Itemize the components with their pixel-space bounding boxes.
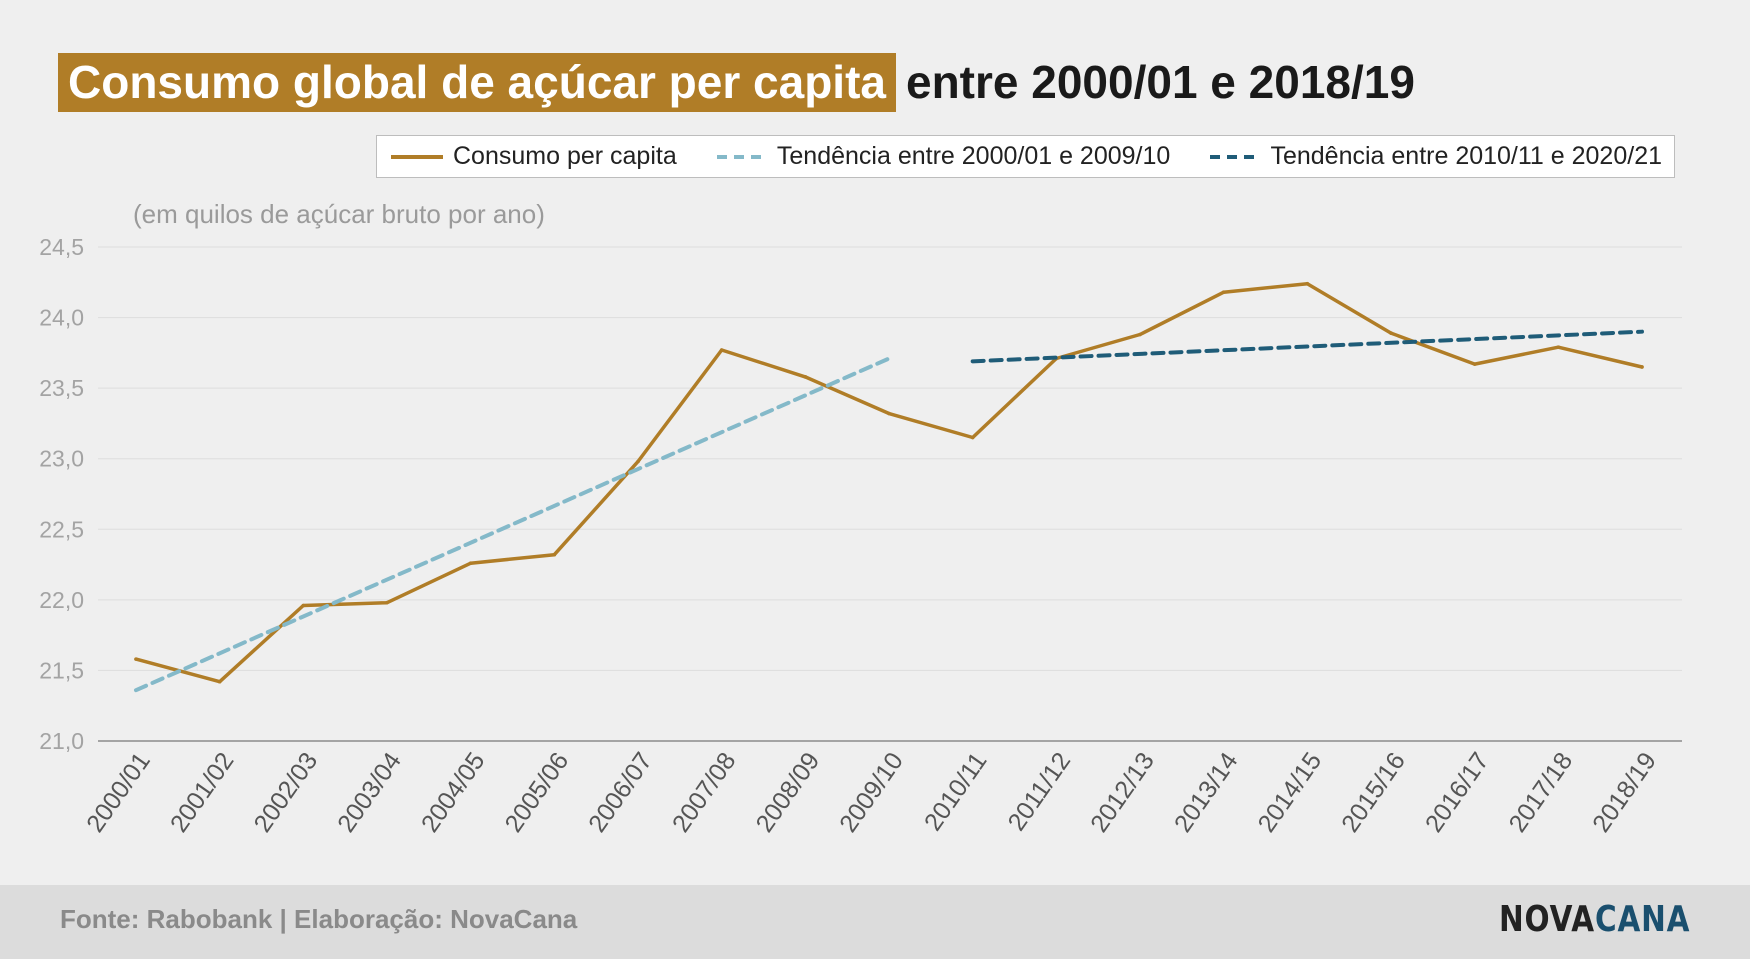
legend-item-trend-2: Tendência entre 2010/11 e 2020/21 <box>1208 142 1662 171</box>
legend-label-trend-1: Tendência entre 2000/01 e 2009/10 <box>776 142 1171 170</box>
data-point-consumo <box>887 411 891 416</box>
data-point-consumo <box>468 561 473 565</box>
chart-title: Consumo global de açúcar per capita entr… <box>58 53 1415 112</box>
data-point-consumo <box>1556 345 1561 350</box>
x-tick-label: 2006/07 <box>583 747 658 837</box>
y-axis: 21,0 21,5 22,0 22,5 23,0 23,5 24,0 24,5 <box>39 234 84 754</box>
x-tick-label: 2007/08 <box>667 747 742 837</box>
y-tick-label: 24,5 <box>39 234 84 260</box>
x-axis: 2000/01 2001/02 2002/03 2003/04 2004/05 2005/… <box>81 747 1662 837</box>
data-point-consumo <box>552 552 557 557</box>
x-tick-label: 2017/18 <box>1503 747 1578 837</box>
legend-label-consumo: Consumo per capita <box>453 142 677 170</box>
data-point-consumo <box>1305 281 1310 286</box>
data-point-consumo <box>636 459 640 464</box>
x-tick-label: 2009/10 <box>834 747 909 837</box>
data-point-consumo <box>1138 332 1142 337</box>
data-point-consumo <box>1640 365 1644 369</box>
x-tick-label: 2016/17 <box>1420 747 1495 837</box>
data-point-consumo <box>1389 331 1393 335</box>
x-tick-label: 2002/03 <box>248 747 323 837</box>
x-tick-label: 2010/11 <box>919 747 993 836</box>
y-tick-label: 22,0 <box>39 587 84 613</box>
y-tick-label: 21,5 <box>39 657 84 683</box>
data-point-consumo <box>719 348 724 352</box>
y-tick-label: 23,5 <box>39 375 84 401</box>
x-tick-label: 2000/01 <box>81 747 156 837</box>
chart-plot: (em quilos de açúcar bruto por ano) 21,0… <box>39 199 1682 837</box>
legend-swatch-trend-2 <box>1210 154 1261 159</box>
legend-item-trend-1: Tendência entre 2000/01 e 2009/10 <box>715 142 1170 171</box>
data-point-consumo <box>385 600 389 605</box>
chart-subtitle: (em quilos de açúcar bruto por ano) <box>133 199 545 229</box>
data-point-consumo <box>1221 290 1226 294</box>
y-tick-label: 22,5 <box>39 516 84 542</box>
data-point-consumo <box>134 657 138 661</box>
brand-logo-part2: CANA <box>1594 899 1690 940</box>
legend-swatch-consumo <box>391 154 443 159</box>
y-tick-label: 21,0 <box>39 728 84 754</box>
legend-swatch-trend-1 <box>716 154 767 159</box>
x-tick-label: 2008/09 <box>750 747 825 837</box>
x-tick-label: 2011/12 <box>1003 747 1077 836</box>
trend-line-2 <box>970 329 1644 364</box>
x-tick-label: 2013/14 <box>1169 747 1244 837</box>
x-tick-label: 2001/02 <box>165 747 240 837</box>
x-tick-label: 2015/16 <box>1336 747 1411 837</box>
brand-logo: NOVACANA <box>1499 899 1690 940</box>
y-tick-label: 23,0 <box>39 446 84 472</box>
x-tick-label: 2003/04 <box>332 747 407 837</box>
source-note: Fonte: Rabobank | Elaboração: NovaCana <box>60 904 578 934</box>
legend-label-trend-2: Tendência entre 2010/11 e 2020/21 <box>1270 142 1662 170</box>
x-tick-label: 2005/06 <box>499 747 574 837</box>
x-tick-label: 2014/15 <box>1252 747 1327 837</box>
chart-title-rest: entre 2000/01 e 2018/19 <box>905 56 1415 108</box>
data-point-consumo <box>301 603 306 608</box>
data-point-consumo <box>803 375 808 379</box>
legend-item-consumo: Consumo per capita <box>391 142 677 171</box>
data-point-consumo <box>1472 362 1477 366</box>
y-tick-label: 24,0 <box>39 305 84 331</box>
chart-title-highlight: Consumo global de açúcar per capita <box>58 53 896 112</box>
brand-logo-part1: NOVA <box>1498 899 1595 940</box>
footer: Fonte: Rabobank | Elaboração: NovaCana N… <box>0 885 1750 959</box>
data-point-consumo <box>217 679 222 684</box>
data-point-consumo <box>970 435 975 440</box>
x-tick-label: 2018/19 <box>1587 747 1662 837</box>
trend-line-1 <box>134 356 891 693</box>
grid-layer <box>98 246 1682 742</box>
x-tick-label: 2012/13 <box>1085 747 1160 837</box>
series-layer <box>134 281 1644 693</box>
x-tick-label: 2004/05 <box>416 747 491 837</box>
chart-legend: Consumo per capita Tendência entre 2000/… <box>376 135 1675 178</box>
